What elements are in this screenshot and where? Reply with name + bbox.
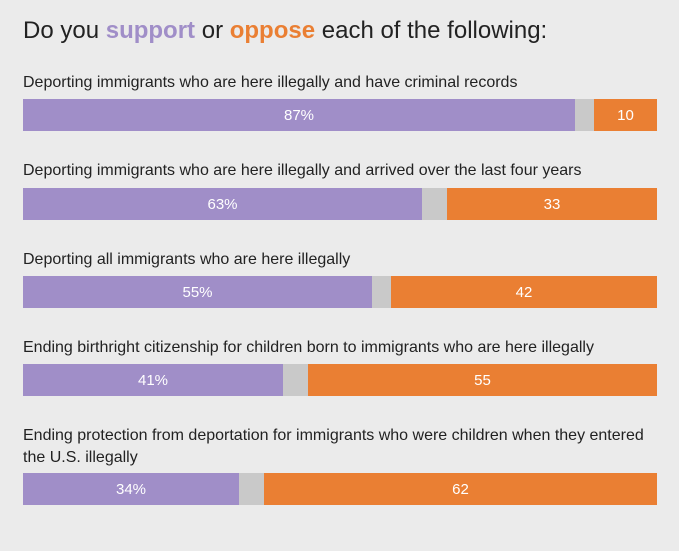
row-label: Ending protection from deportation for i… (23, 427, 644, 466)
chart-row-4: Ending birthright citizenship for childr… (23, 337, 657, 396)
chart-row-1: Deporting immigrants who are here illega… (23, 72, 657, 131)
oppose-segment: 10 (594, 99, 657, 131)
neutral-segment (239, 473, 264, 505)
support-value-label: 34% (115, 480, 147, 498)
support-segment: 41% (23, 364, 283, 396)
oppose-value-label: 62 (452, 480, 469, 498)
title-support-word: support (105, 17, 196, 44)
support-value-label: 41% (137, 371, 169, 389)
chart-row-2: Deporting immigrants who are here illega… (23, 160, 657, 220)
title-prefix: Do you (23, 17, 106, 44)
row-label: Deporting immigrants who are here illega… (23, 74, 518, 91)
stacked-bar: 63% 33 (23, 188, 657, 220)
row-label: Deporting all immigrants who are here il… (23, 251, 351, 268)
oppose-segment: 42 (391, 276, 657, 308)
oppose-value-label: 42 (515, 283, 533, 301)
stacked-bar: 55% 42 (23, 276, 657, 308)
chart-title: Do you support or oppose each of the fol… (23, 15, 547, 47)
chart-row-3: Deporting all immigrants who are here il… (23, 249, 657, 308)
neutral-segment (283, 364, 308, 396)
support-segment: 63% (23, 188, 422, 220)
oppose-segment: 55 (308, 364, 657, 396)
title-middle: or (195, 17, 230, 44)
stacked-bar: 41% 55 (23, 364, 657, 396)
oppose-value-label: 10 (617, 106, 634, 124)
support-segment: 87% (23, 99, 575, 131)
support-value-label: 63% (207, 195, 238, 213)
neutral-segment (575, 99, 594, 131)
chart-row-5: Ending protection from deportation for i… (23, 425, 663, 505)
support-value-label: 87% (283, 106, 315, 124)
title-suffix: each of the following: (315, 17, 548, 44)
support-segment: 34% (23, 473, 239, 505)
title-oppose-word: oppose (229, 17, 316, 44)
support-value-label: 55% (182, 283, 213, 301)
row-label: Ending birthright citizenship for childr… (23, 339, 594, 356)
oppose-value-label: 55 (474, 371, 491, 389)
stacked-bar: 34% 62 (23, 473, 657, 505)
neutral-segment (372, 276, 391, 308)
stacked-bar: 87% 10 (23, 99, 657, 131)
oppose-value-label: 33 (543, 195, 561, 213)
row-label: Deporting immigrants who are here illega… (23, 162, 582, 179)
oppose-segment: 62 (264, 473, 657, 505)
neutral-segment (422, 188, 447, 220)
support-segment: 55% (23, 276, 372, 308)
oppose-segment: 33 (447, 188, 657, 220)
